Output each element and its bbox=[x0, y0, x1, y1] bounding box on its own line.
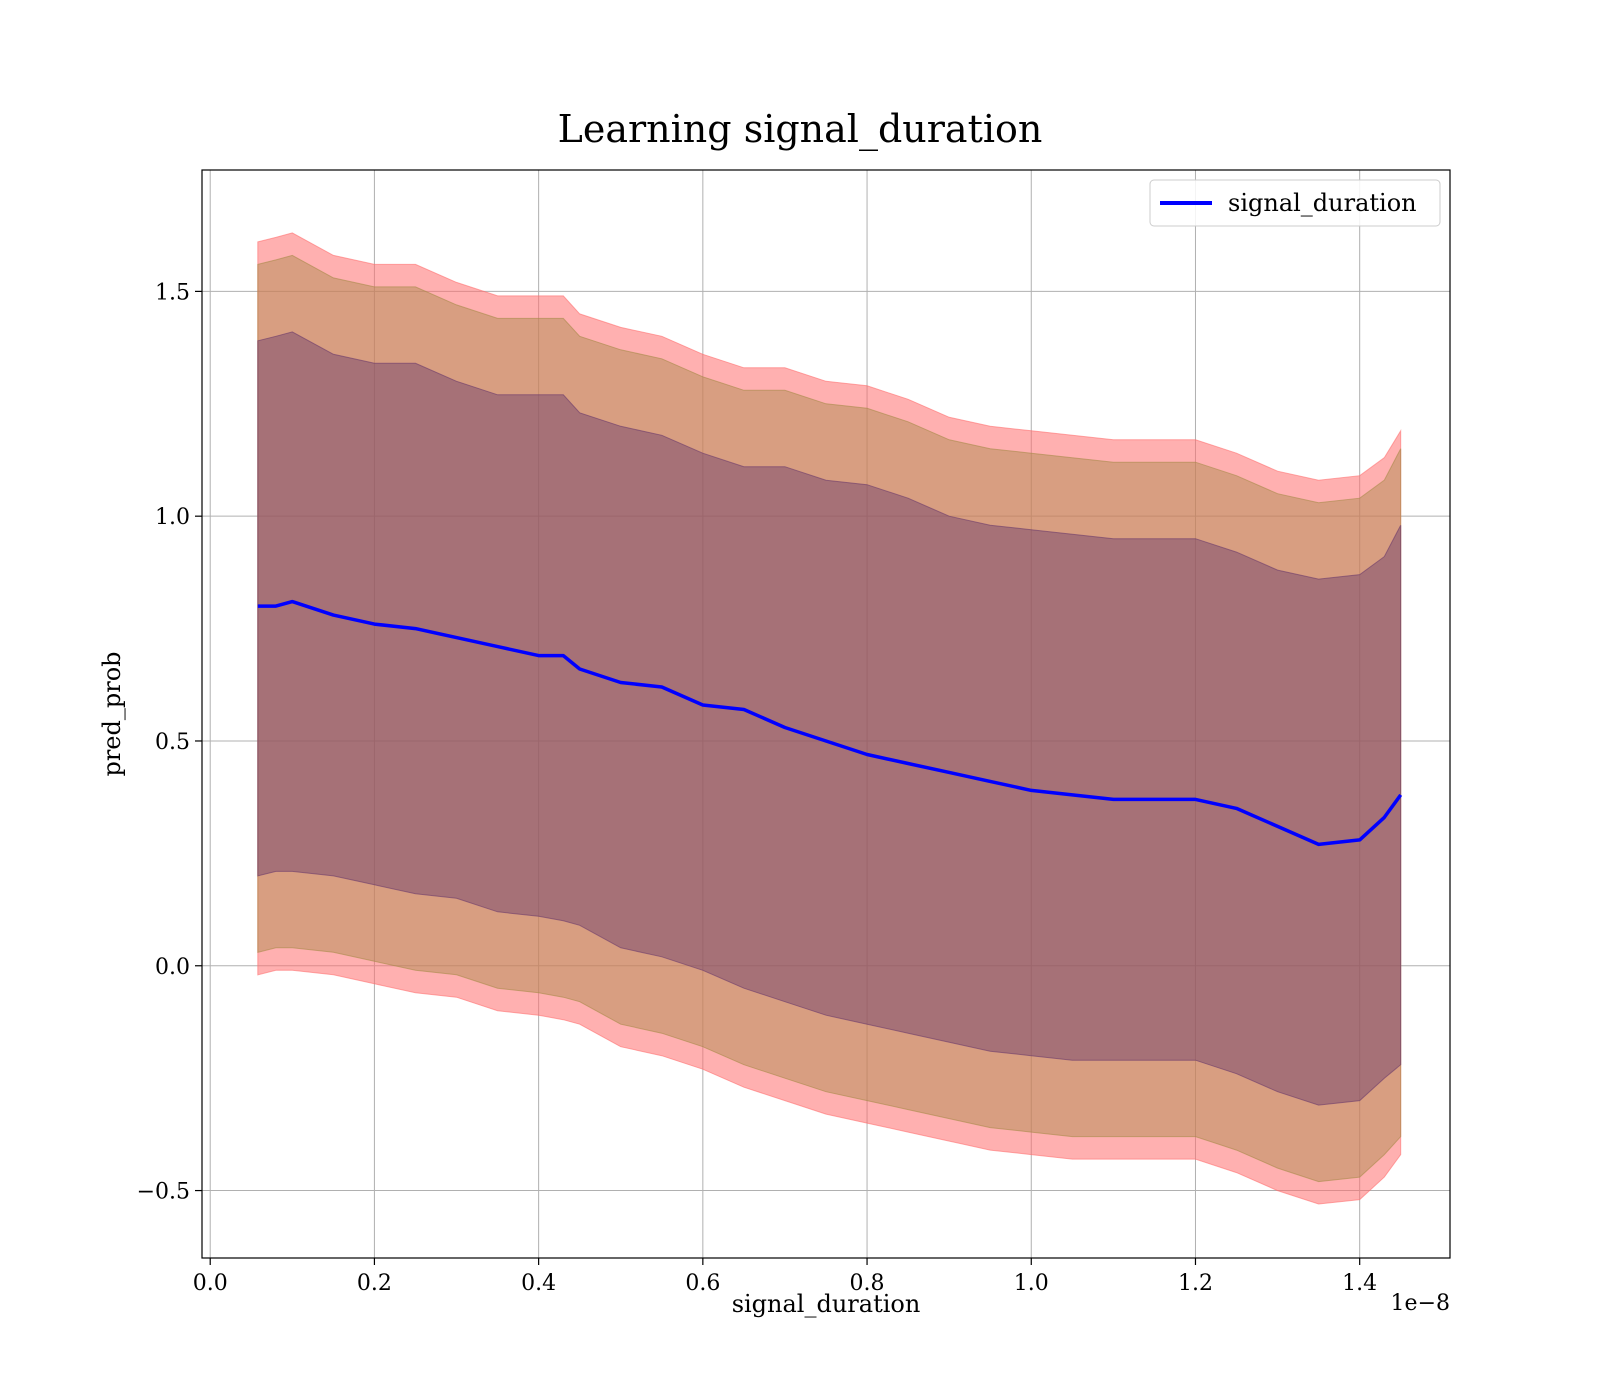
y-axis-label: pred_prob bbox=[98, 651, 126, 776]
x-tick-label: 1.4 bbox=[1342, 1271, 1377, 1296]
x-tick-label: 0.4 bbox=[521, 1271, 556, 1296]
x-tick-label: 0.8 bbox=[850, 1271, 885, 1296]
x-tick-label: 0.6 bbox=[685, 1271, 720, 1296]
y-axis: −0.5 0.0 0.5 1.0 1.5 bbox=[137, 280, 202, 1205]
x-axis: 0.0 0.2 0.4 0.6 0.8 1.0 1.2 1.4 bbox=[193, 1258, 1377, 1296]
mean-line bbox=[257, 599, 1403, 847]
chart-title: Learning signal_duration bbox=[558, 107, 1043, 152]
plot-frame bbox=[201, 169, 1451, 1259]
x-tick-label: 1.0 bbox=[1014, 1271, 1049, 1296]
std-band-2 bbox=[257, 254, 1402, 1183]
legend: signal_duration bbox=[1149, 179, 1441, 227]
series-line-signal-duration bbox=[257, 599, 1403, 847]
x-tick-label: 0.0 bbox=[193, 1271, 228, 1296]
std-band-1 bbox=[257, 331, 1402, 1106]
x-tick-label: 1.2 bbox=[1178, 1271, 1213, 1296]
y-tick-label: 1.5 bbox=[155, 280, 190, 305]
legend-label: signal_duration bbox=[1228, 189, 1417, 217]
y-tick-label: 0.0 bbox=[155, 955, 190, 980]
y-tick-label: 0.5 bbox=[155, 730, 190, 755]
std-bands bbox=[257, 232, 1402, 1205]
x-offset-label: 1e−8 bbox=[1391, 1291, 1450, 1316]
y-tick-label: −0.5 bbox=[137, 1180, 190, 1205]
y-tick-label: 1.0 bbox=[155, 505, 190, 530]
x-axis-label: signal_duration bbox=[732, 1290, 921, 1318]
std-band-3 bbox=[257, 232, 1402, 1205]
legend-box bbox=[1149, 179, 1441, 227]
x-tick-label: 0.2 bbox=[357, 1271, 392, 1296]
